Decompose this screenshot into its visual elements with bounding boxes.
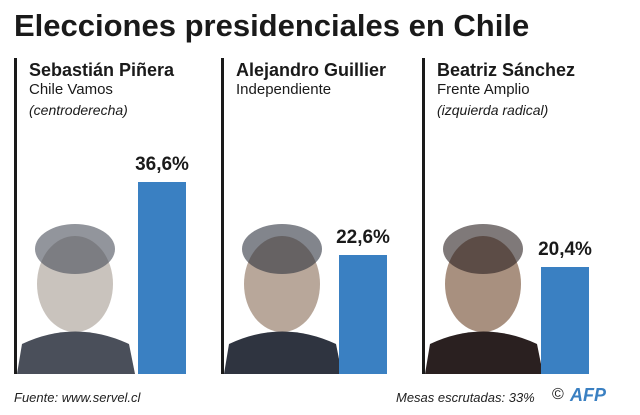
candidate-name: Sebastián Piñera [29, 60, 175, 80]
source-note: Fuente: www.servel.cl [14, 390, 141, 405]
candidate-column: Beatriz Sánchez Frente Amplio (izquierda… [422, 58, 625, 374]
candidate-column: Sebastián Piñera Chile Vamos (centrodere… [14, 58, 217, 374]
copyright-symbol: © [552, 386, 564, 403]
candidate-ideology: (centroderecha) [29, 102, 128, 118]
candidate-name: Alejandro Guillier [236, 60, 387, 80]
data-label: 20,4% [538, 238, 592, 260]
candidate-party: Frente Amplio [437, 81, 530, 98]
chart-title: Elecciones presidenciales en Chile [14, 8, 530, 43]
candidate-photo [17, 224, 135, 374]
candidate-party: Chile Vamos [29, 81, 113, 98]
candidate-name: Beatriz Sánchez [437, 60, 576, 80]
candidate-ideology: (izquierda radical) [437, 102, 549, 118]
candidate-column: Alejandro Guillier Independiente 22,6% [221, 58, 424, 374]
data-label: 36,6% [135, 153, 189, 175]
bar [138, 181, 186, 374]
counted-note: Mesas escrutadas: 33% [396, 390, 535, 405]
candidate-photo [224, 224, 342, 374]
candidate-photo [425, 224, 543, 374]
candidate-party: Independiente [236, 81, 332, 98]
data-label: 22,6% [336, 227, 390, 249]
bar [339, 255, 387, 374]
afp-logo: AFP [570, 385, 606, 405]
bar [541, 266, 589, 374]
